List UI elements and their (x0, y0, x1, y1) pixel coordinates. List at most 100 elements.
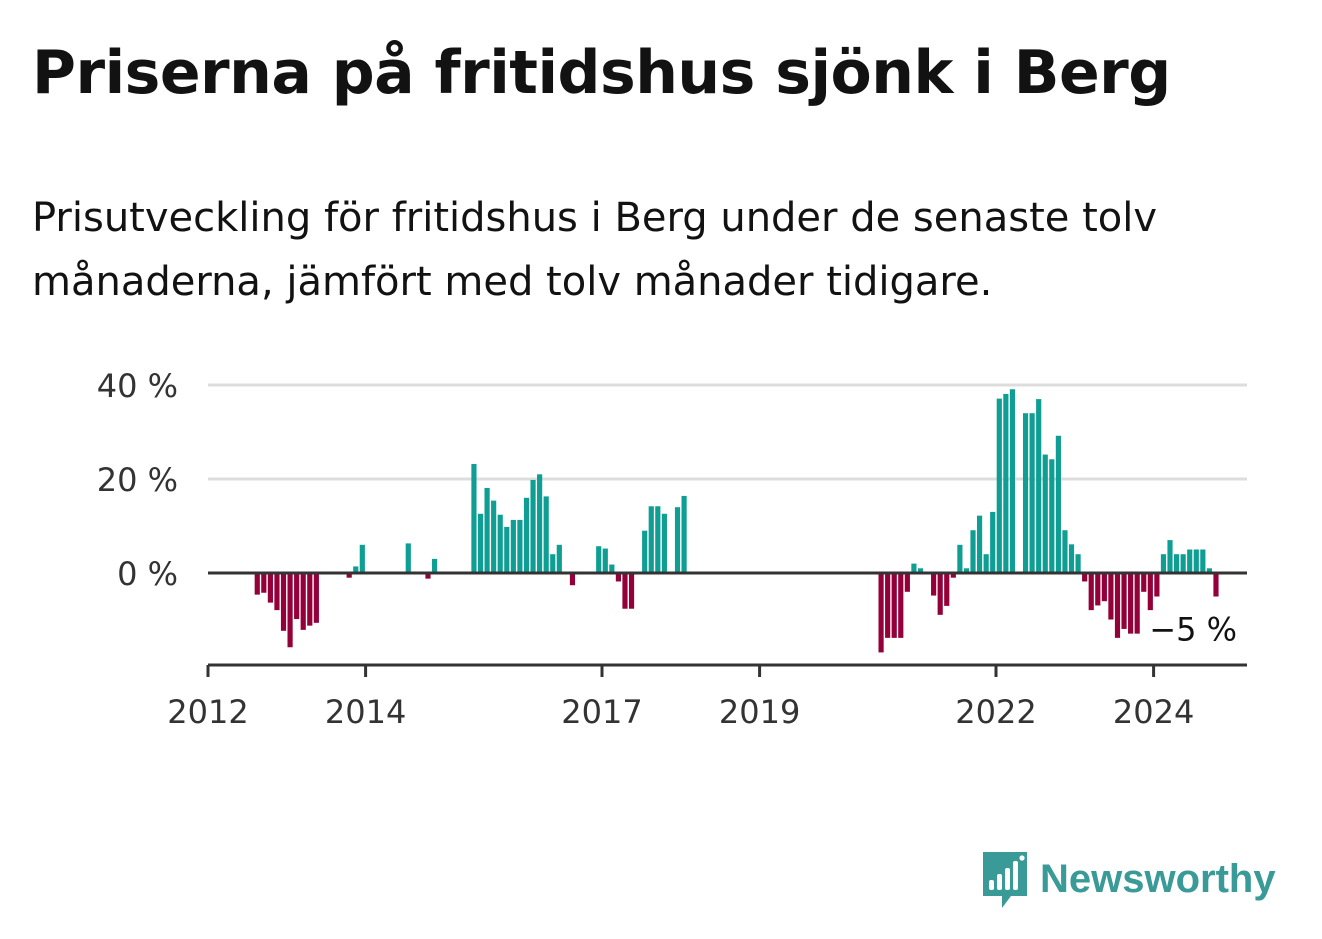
bar (556, 544, 562, 573)
x-tick-label: 2014 (325, 693, 406, 731)
bar (353, 566, 359, 573)
bar (261, 573, 267, 593)
x-tick-label: 2024 (1113, 693, 1194, 731)
bar (477, 513, 484, 573)
bar (596, 546, 602, 573)
bar (307, 573, 313, 626)
bar (300, 573, 306, 630)
bar (1187, 549, 1193, 573)
bar (970, 530, 976, 573)
chart-subtitle: Prisutveckling för fritidshus i Berg und… (32, 195, 1158, 305)
bar (431, 558, 438, 573)
bar (497, 514, 503, 573)
bar (543, 496, 549, 573)
bar (523, 497, 530, 573)
bar (898, 573, 904, 638)
bar (642, 530, 648, 573)
bar (471, 463, 477, 573)
bar (1022, 413, 1029, 573)
bar (661, 513, 667, 573)
bar (1206, 568, 1212, 573)
bar (280, 573, 287, 631)
bar (602, 548, 608, 573)
y-tick-label: 0 % (117, 555, 178, 593)
x-tick-label: 2022 (955, 693, 1036, 731)
bar (963, 568, 970, 573)
bar (996, 398, 1002, 573)
x-tick-label: 2012 (167, 693, 248, 731)
bar (957, 544, 963, 573)
bar (346, 573, 352, 578)
bar (1101, 573, 1107, 602)
bar (254, 573, 260, 595)
bar (917, 568, 924, 573)
bar (517, 519, 523, 573)
bar (504, 526, 510, 573)
bar (1036, 399, 1042, 573)
bar (950, 573, 956, 578)
bar (628, 573, 635, 609)
bar (569, 573, 576, 586)
bar (1141, 573, 1147, 592)
chart-title: Priserna på fritidshus sjönk i Berg (32, 38, 1171, 108)
bar (491, 500, 497, 573)
bar (1108, 573, 1114, 620)
bar (1049, 459, 1055, 573)
bar (990, 511, 996, 573)
bar (1055, 435, 1061, 573)
bars (254, 389, 1219, 653)
bar (274, 573, 280, 611)
bar (891, 573, 897, 638)
bar (405, 543, 411, 573)
bar (359, 544, 365, 573)
bar (615, 573, 621, 582)
bar (681, 495, 687, 573)
bar (484, 487, 490, 573)
bar (1154, 573, 1160, 597)
bar (1114, 573, 1121, 638)
bar (1180, 554, 1186, 573)
bar (1128, 573, 1134, 634)
bar (510, 519, 516, 573)
bar (1009, 389, 1015, 573)
bar (904, 573, 910, 592)
bar (1062, 530, 1068, 573)
bar (1075, 554, 1081, 573)
x-tick-label: 2019 (719, 693, 800, 731)
bar (287, 573, 293, 648)
bar (425, 573, 431, 579)
bar (537, 474, 543, 573)
bar (609, 564, 615, 573)
bar (1088, 573, 1094, 611)
bar (885, 573, 891, 638)
bar (622, 573, 628, 609)
axes (206, 571, 1247, 677)
bar (648, 506, 654, 573)
bar (911, 563, 917, 573)
bar (674, 507, 681, 573)
bar (1003, 393, 1009, 573)
y-tick-label: 40 % (97, 367, 178, 405)
bar (1147, 573, 1153, 611)
bar (1068, 544, 1075, 573)
newsworthy-logo: Newsworthy (980, 848, 1276, 910)
bar-chart-speech-bubble-icon (983, 852, 1027, 908)
bar (937, 573, 943, 615)
gridlines (208, 383, 1247, 481)
bar (931, 573, 937, 596)
bar (878, 573, 884, 653)
brand-name: Newsworthy (1040, 856, 1276, 901)
last-value-label: −5 % (1149, 611, 1237, 649)
bar (1200, 549, 1206, 573)
bar (1029, 413, 1035, 573)
axis-labels: 0 % 20 % 40 % 2012 2014 2017 2019 2022 2024 −5 % (97, 367, 1237, 731)
bar (1121, 573, 1127, 629)
bar (294, 573, 300, 620)
bar (977, 515, 983, 573)
bar (983, 554, 989, 573)
bar (1042, 454, 1048, 573)
bar (1082, 573, 1088, 582)
x-tick-label: 2017 (561, 693, 642, 731)
bar (944, 573, 950, 606)
